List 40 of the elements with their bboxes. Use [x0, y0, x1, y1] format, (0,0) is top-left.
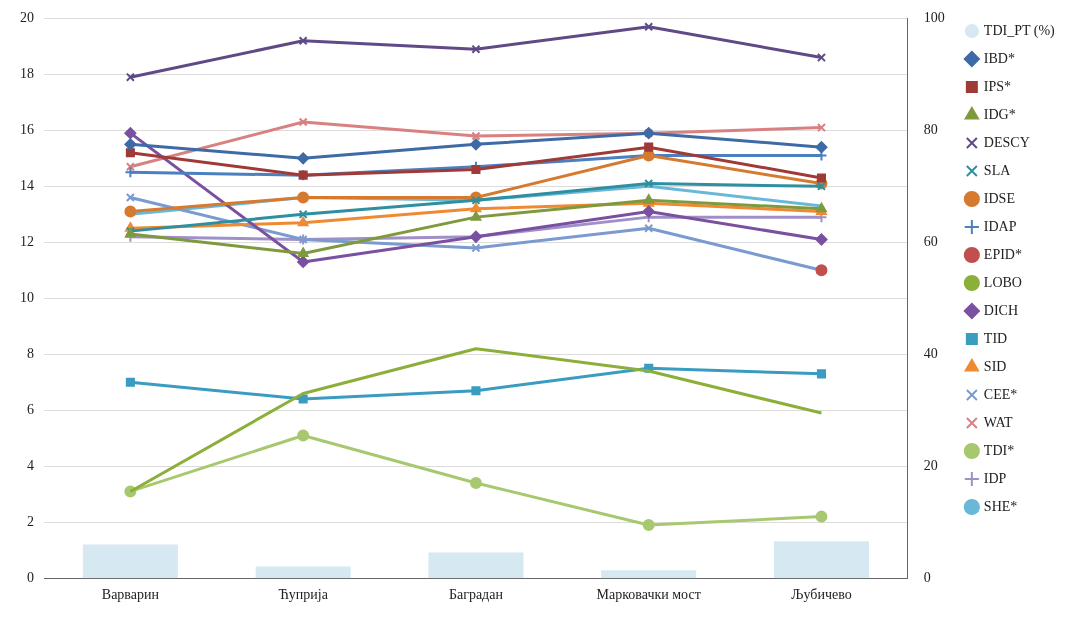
legend-label: DESCY — [983, 134, 1030, 150]
y-tick-label: 16 — [20, 122, 34, 138]
y-tick-label: 14 — [20, 178, 34, 194]
legend-label: IBD* — [983, 50, 1015, 66]
y-tick-label: 8 — [27, 345, 34, 361]
legend-label: IDG* — [983, 106, 1016, 122]
y-tick-label: 20 — [20, 10, 34, 26]
y2-tick-label: 0 — [923, 569, 931, 585]
legend-label: SLA — [983, 162, 1012, 178]
legend-label: TDI* — [983, 442, 1015, 458]
y2-tick-label: 80 — [923, 122, 938, 138]
legend-label: IDSE — [983, 190, 1015, 206]
legend-label: SHE* — [983, 498, 1018, 514]
x-tick-label: Љубичево — [791, 587, 852, 603]
y-tick-label: 4 — [27, 457, 34, 473]
y-tick-label: 6 — [27, 401, 34, 417]
y2-tick-label: 20 — [923, 457, 938, 473]
legend-label: IDAP — [983, 218, 1017, 234]
legend-label: TID — [983, 330, 1008, 346]
legend-label: IPS* — [983, 78, 1012, 94]
y-tick-label: 2 — [27, 513, 34, 529]
legend-label: TDI_PT (%) — [983, 22, 1056, 39]
legend-label: WAT — [983, 414, 1014, 430]
x-tick-label: Ћуприја — [278, 587, 329, 603]
y2-tick-label: 60 — [923, 233, 938, 249]
legend-label: IDP — [983, 470, 1007, 486]
legend-label: LOBO — [983, 274, 1022, 290]
legend-label: CEE* — [983, 386, 1018, 402]
legend-label: EPID* — [983, 246, 1022, 262]
y-tick-label: 18 — [20, 66, 34, 82]
y-tick-label: 10 — [20, 289, 34, 305]
x-tick-label: Варварин — [101, 587, 160, 603]
y2-tick-label: 40 — [923, 345, 938, 361]
y2-tick-label: 100 — [923, 10, 945, 26]
legend-label: SID — [983, 358, 1007, 374]
x-tick-label: Баградан — [448, 587, 504, 603]
legend-label: DICH — [983, 302, 1019, 318]
y-tick-label: 12 — [20, 233, 34, 249]
x-tick-label: Марковачки мост — [596, 587, 701, 603]
y-tick-label: 0 — [27, 569, 34, 585]
